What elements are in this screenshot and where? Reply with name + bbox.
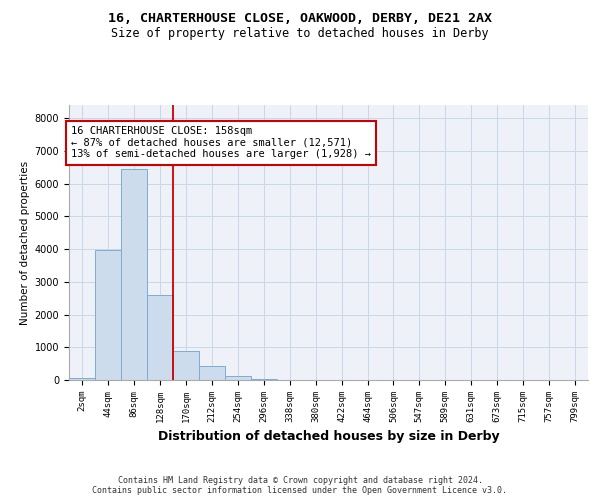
Text: Contains HM Land Registry data © Crown copyright and database right 2024.
Contai: Contains HM Land Registry data © Crown c… bbox=[92, 476, 508, 495]
X-axis label: Distribution of detached houses by size in Derby: Distribution of detached houses by size … bbox=[158, 430, 499, 444]
Text: 16, CHARTERHOUSE CLOSE, OAKWOOD, DERBY, DE21 2AX: 16, CHARTERHOUSE CLOSE, OAKWOOD, DERBY, … bbox=[108, 12, 492, 26]
Text: 16 CHARTERHOUSE CLOSE: 158sqm
← 87% of detached houses are smaller (12,571)
13% : 16 CHARTERHOUSE CLOSE: 158sqm ← 87% of d… bbox=[71, 126, 371, 160]
Bar bbox=[173, 350, 199, 380]
Bar bbox=[199, 366, 225, 380]
Y-axis label: Number of detached properties: Number of detached properties bbox=[20, 160, 31, 324]
Bar bbox=[251, 378, 277, 380]
Bar bbox=[225, 376, 251, 380]
Text: Size of property relative to detached houses in Derby: Size of property relative to detached ho… bbox=[111, 28, 489, 40]
Bar bbox=[121, 169, 147, 380]
Bar bbox=[95, 250, 121, 380]
Bar bbox=[147, 295, 173, 380]
Bar bbox=[69, 378, 95, 380]
